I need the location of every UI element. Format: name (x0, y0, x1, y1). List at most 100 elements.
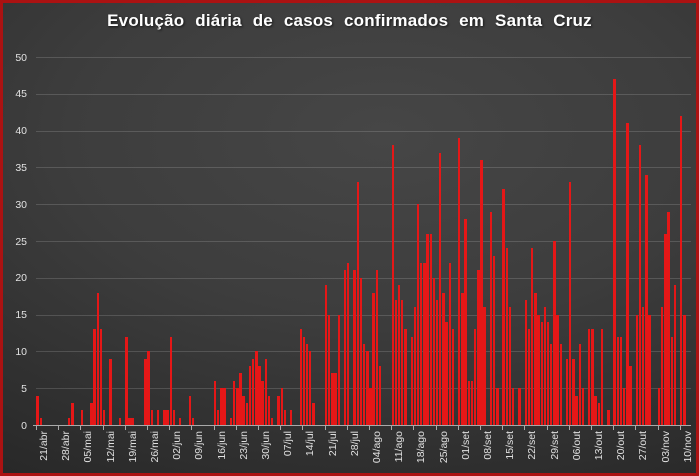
bar (534, 292, 537, 425)
x-tick-label: 21/abr (38, 431, 50, 461)
bar (144, 358, 147, 425)
bar (404, 329, 407, 425)
bar (312, 402, 315, 425)
bar (90, 402, 93, 425)
x-tick-label: 29/set (548, 431, 561, 460)
bar (629, 366, 632, 425)
bar (271, 417, 274, 425)
x-tick (413, 426, 415, 430)
y-tick-label: 45 (15, 88, 27, 101)
bar (518, 388, 521, 425)
bar (217, 410, 220, 425)
x-tick-label: 02/jun (171, 431, 184, 460)
bar (429, 233, 432, 425)
x-tick-label: 16/jun (215, 431, 228, 460)
bar (236, 388, 239, 425)
x-tick-label: 09/jun (193, 431, 206, 460)
bar (109, 358, 112, 425)
bar (39, 417, 42, 425)
bar (401, 299, 404, 425)
bar (277, 395, 280, 425)
bar (372, 292, 375, 425)
x-tick-label: 04/ago (370, 431, 383, 464)
bar (470, 380, 474, 425)
bar (537, 314, 540, 425)
bar (505, 248, 509, 425)
bar (232, 380, 236, 425)
bar (591, 329, 594, 425)
bar (99, 329, 103, 425)
bar (223, 388, 226, 425)
x-tick (479, 426, 481, 430)
bar (619, 336, 623, 425)
x-tick (657, 426, 659, 430)
x-tick (635, 426, 637, 430)
bar (347, 263, 350, 425)
x-tick-label: 07/jul (282, 431, 295, 457)
bar (642, 307, 645, 425)
bar (543, 307, 547, 425)
x-tick-label: 25/ago (437, 431, 450, 464)
bar (648, 314, 651, 425)
bar (416, 204, 420, 425)
bar (96, 292, 99, 425)
bar (413, 307, 417, 425)
bar (496, 388, 499, 425)
x-tick-label: 19/mai (126, 431, 139, 463)
bar (607, 410, 610, 425)
bar (328, 314, 331, 425)
bar (442, 292, 445, 425)
x-tick (80, 426, 82, 430)
x-tick-label: 10/nov (681, 431, 694, 463)
bar (451, 329, 455, 425)
x-tick (36, 426, 37, 430)
x-tick-label: 14/jul (304, 431, 317, 457)
bar (673, 285, 677, 425)
bar (267, 395, 271, 425)
bar (540, 321, 543, 425)
gridline (36, 314, 691, 316)
x-tick (235, 426, 237, 430)
y-tick-label: 40 (15, 125, 27, 138)
bar (464, 218, 467, 425)
x-tick (169, 426, 171, 430)
y-tick-label: 5 (21, 382, 27, 395)
bar (71, 402, 74, 425)
bar (458, 137, 461, 425)
y-tick-label: 0 (21, 419, 27, 432)
bar (565, 358, 569, 425)
bar (553, 241, 556, 425)
x-tick-label: 23/jun (237, 431, 250, 460)
x-tick (124, 426, 126, 430)
x-tick (568, 426, 570, 430)
bar (670, 336, 673, 425)
bar (68, 417, 71, 425)
bar (420, 263, 423, 425)
bar (125, 336, 128, 425)
x-tick (191, 426, 193, 430)
bar (616, 336, 620, 425)
bar (255, 351, 258, 425)
bar (242, 395, 245, 425)
bar (309, 351, 312, 425)
bar (343, 270, 347, 425)
bar (394, 299, 398, 425)
y-tick-label: 15 (15, 309, 27, 322)
bar (391, 145, 394, 425)
bar (163, 410, 166, 425)
bar (156, 410, 160, 425)
bar (366, 351, 369, 425)
bar (280, 388, 283, 425)
bar (131, 417, 134, 425)
bar (426, 233, 429, 425)
bar (36, 395, 39, 425)
x-tick-label: 27/out (637, 431, 650, 461)
bar (166, 410, 169, 425)
bar (324, 285, 328, 425)
bar (461, 292, 464, 425)
x-tick-label: 01/set (459, 431, 472, 460)
bar (622, 388, 626, 425)
bar (480, 160, 483, 425)
bar (569, 182, 572, 425)
bar (258, 366, 261, 425)
